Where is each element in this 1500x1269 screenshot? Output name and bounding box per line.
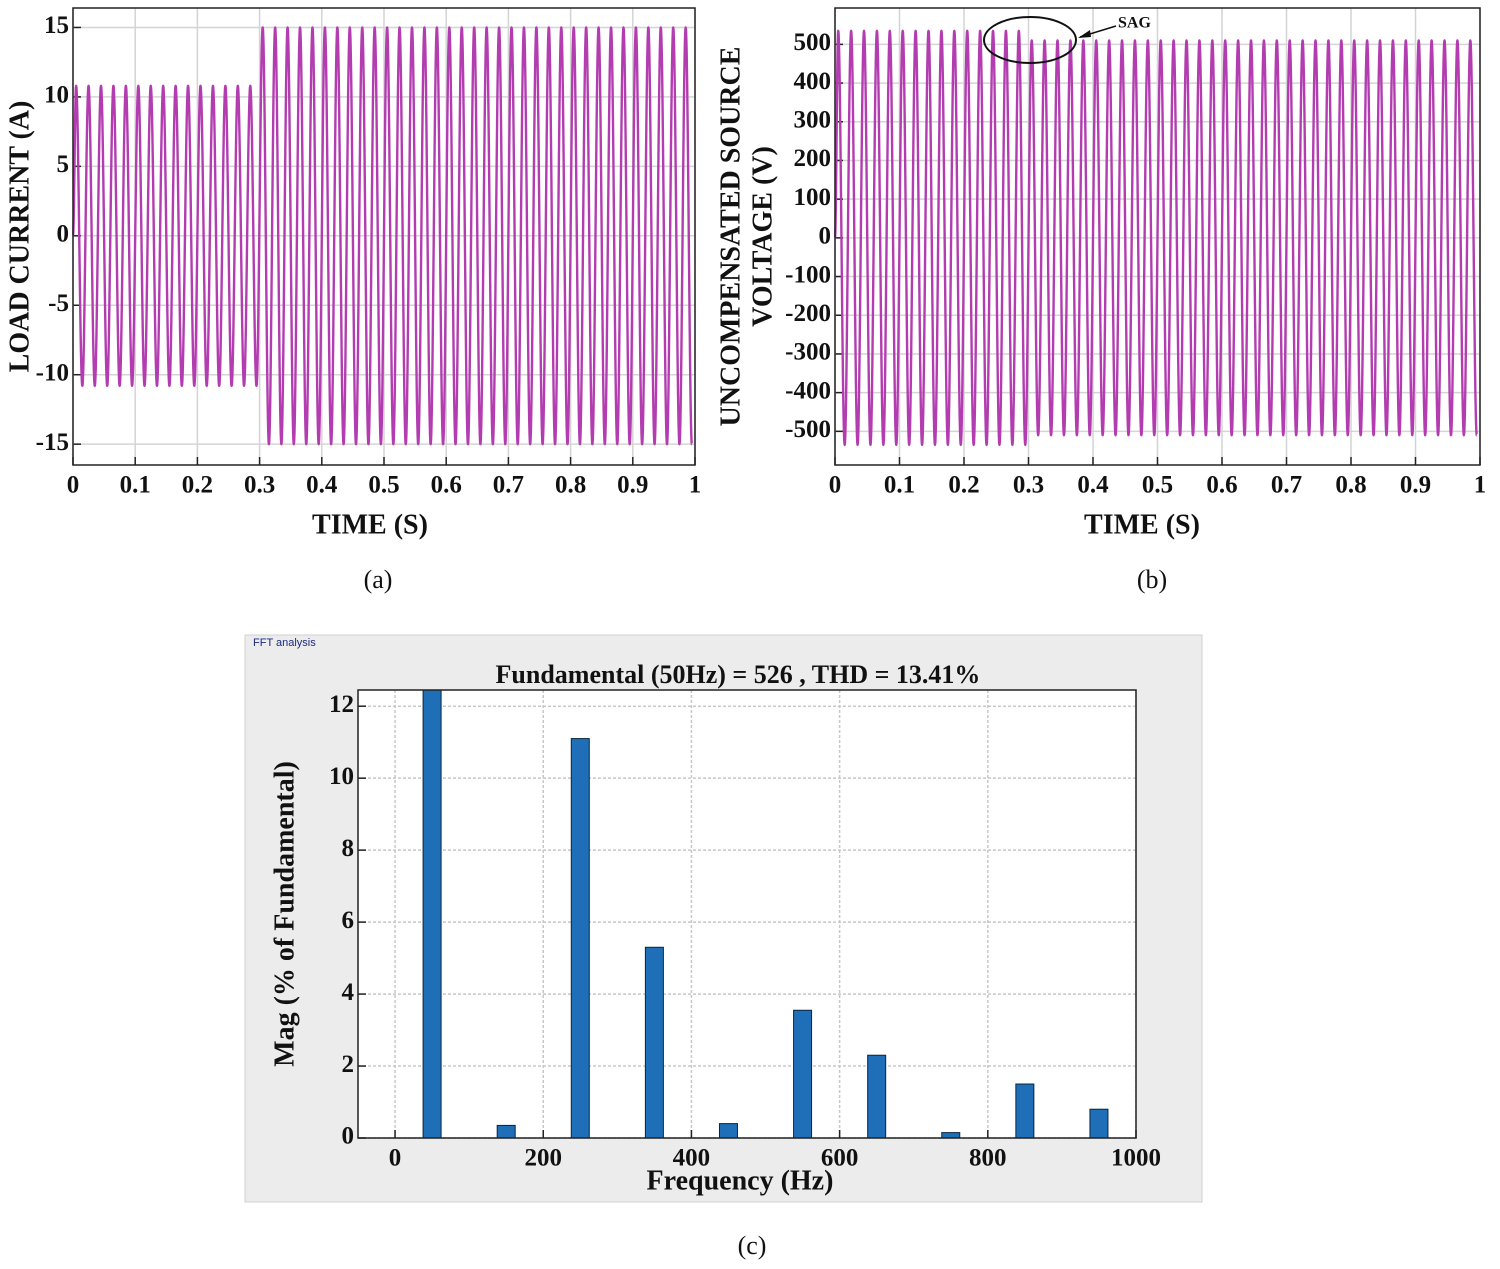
- bar: [496, 1124, 516, 1138]
- x-axis-label: TIME (S): [1084, 509, 1200, 540]
- bar: [867, 1054, 887, 1138]
- bars: [422, 690, 1109, 1138]
- x-tick-label: 0.3: [244, 472, 275, 499]
- y-tick-label: 10: [329, 763, 354, 790]
- y-tick-label: -100: [785, 261, 831, 288]
- caption: (a): [364, 565, 393, 594]
- fft-plot-bg: [358, 690, 1136, 1138]
- y-axis-label: Mag (% of Fundamental): [269, 761, 300, 1067]
- x-tick-label: 0.4: [1077, 472, 1109, 499]
- x-tick-label: 600: [821, 1145, 859, 1172]
- x-axis-label: Frequency (Hz): [647, 1165, 834, 1196]
- x-tick-label: 0: [67, 472, 80, 499]
- y-tick-label: -10: [36, 359, 69, 386]
- x-tick-label: 0.9: [1400, 472, 1431, 499]
- bar: [644, 946, 664, 1138]
- bar: [1089, 1108, 1109, 1138]
- bar: [570, 738, 590, 1138]
- caption: (b): [1137, 565, 1167, 594]
- y-tick-label: 100: [794, 184, 832, 211]
- x-tick-label: 0.9: [617, 472, 648, 499]
- x-tick-label: 0.3: [1013, 472, 1044, 499]
- waveform: [833, 29, 1478, 447]
- y-tick-label: 8: [342, 835, 355, 862]
- y-tick-label: -500: [785, 416, 831, 443]
- x-tick-label: 800: [969, 1145, 1007, 1172]
- y-tick-label: -200: [785, 300, 831, 327]
- plot-frame: [357, 689, 1137, 1139]
- caption: (c): [738, 1231, 767, 1260]
- x-tick-label: 0: [829, 472, 842, 499]
- bar: [941, 1132, 961, 1138]
- x-tick-label: 0.6: [1206, 472, 1237, 499]
- x-tick-label: 0.7: [1271, 472, 1302, 499]
- y-tick-label: -400: [785, 377, 831, 404]
- y-tick-label: 10: [44, 82, 69, 109]
- y-tick-label: 2: [342, 1051, 355, 1078]
- x-tick-label: 0.6: [431, 472, 462, 499]
- x-tick-label: 1: [689, 472, 702, 499]
- plot-frame: [834, 7, 1481, 466]
- y-tick-label: 200: [794, 145, 832, 172]
- annotation: SAG: [1118, 15, 1151, 32]
- y-tick-label: 4: [342, 979, 355, 1006]
- x-tick-label: 0.1: [884, 472, 915, 499]
- y-tick-label: 0: [819, 223, 832, 250]
- panel-title: FFT analysis: [253, 637, 316, 649]
- x-tick-label: 0.2: [948, 472, 979, 499]
- y-axis-label: LOAD CURRENT (A): [4, 101, 35, 373]
- x-tick-label: 400: [673, 1145, 711, 1172]
- y-tick-label: 6: [342, 907, 355, 934]
- x-tick-label: 0.8: [1335, 472, 1366, 499]
- waveform: [71, 26, 694, 446]
- x-tick-label: 0.1: [120, 472, 151, 499]
- y-tick-label: 5: [57, 151, 70, 178]
- sag-ellipse: [983, 16, 1077, 64]
- y-tick-label: -15: [36, 429, 69, 456]
- plot-frame: [72, 7, 696, 466]
- y-tick-label: 0: [342, 1123, 355, 1150]
- y-tick-label: 12: [329, 691, 354, 718]
- x-tick-label: 0.5: [368, 472, 399, 499]
- y-axis-label: VOLTAGE (V): [747, 146, 778, 327]
- bar: [422, 690, 442, 1138]
- y-tick-label: 400: [794, 68, 832, 95]
- y-tick-label: 0: [57, 221, 70, 248]
- sag-arrowhead: [1078, 30, 1091, 38]
- x-tick-label: 0.4: [306, 472, 338, 499]
- y-tick-label: -300: [785, 339, 831, 366]
- x-tick-label: 0.8: [555, 472, 586, 499]
- y-tick-label: 300: [794, 107, 832, 134]
- x-tick-label: 0.5: [1142, 472, 1173, 499]
- bar: [793, 1009, 813, 1138]
- bar: [1015, 1083, 1035, 1138]
- y-tick-label: 15: [44, 12, 69, 39]
- x-tick-label: 0.2: [182, 472, 213, 499]
- bar: [718, 1123, 738, 1138]
- x-axis-label: TIME (S): [312, 509, 428, 540]
- y-tick-label: -5: [48, 290, 69, 317]
- x-tick-label: 0.7: [493, 472, 524, 499]
- x-tick-label: 1000: [1111, 1145, 1161, 1172]
- x-tick-label: 1: [1474, 472, 1487, 499]
- y-tick-label: 500: [794, 29, 832, 56]
- y-axis-label: UNCOMPENSATED SOURCE: [715, 47, 746, 427]
- x-tick-label: 200: [524, 1145, 562, 1172]
- chart-title: Fundamental (50Hz) = 526 , THD = 13.41%: [496, 660, 981, 689]
- x-tick-label: 0: [389, 1145, 402, 1172]
